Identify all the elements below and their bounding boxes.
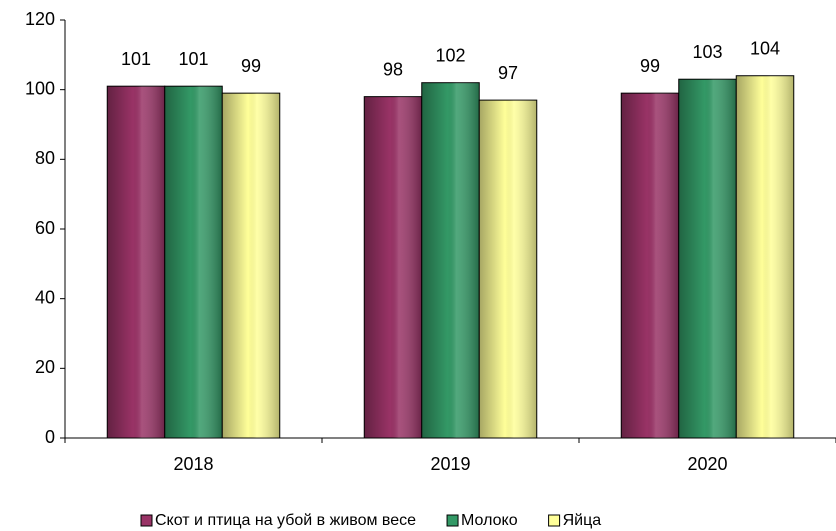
- legend-swatch: [446, 514, 459, 527]
- data-label: 104: [750, 38, 780, 58]
- legend: Скот и птица на убой в живом весе Молоко Я…: [140, 512, 602, 529]
- data-label: 98: [383, 59, 403, 79]
- data-label: 103: [692, 42, 722, 62]
- bar-shade: [479, 100, 537, 438]
- y-tick-label: 60: [35, 218, 55, 238]
- bar-shade: [222, 93, 280, 439]
- y-tick-label: 20: [35, 357, 55, 377]
- data-label: 101: [178, 49, 208, 69]
- data-label: 99: [640, 56, 660, 76]
- x-tick-label: 2019: [430, 454, 470, 474]
- legend-label: Скот и птица на убой в живом весе: [155, 512, 416, 529]
- bar-shade: [621, 93, 679, 439]
- bar-shade: [421, 82, 480, 438]
- legend-swatch: [140, 514, 153, 527]
- data-label: 99: [241, 56, 261, 76]
- y-tick-label: 80: [35, 148, 55, 168]
- legend-swatch: [548, 514, 561, 527]
- x-tick-label: 2018: [173, 454, 213, 474]
- data-label: 102: [435, 45, 465, 65]
- legend-label: Молоко: [461, 512, 518, 529]
- y-tick-label: 40: [35, 287, 55, 307]
- bar-shade: [364, 96, 422, 438]
- y-tick-label: 120: [25, 9, 55, 29]
- bar-shade: [678, 79, 737, 438]
- bar-shade: [107, 86, 165, 438]
- data-label: 101: [121, 49, 151, 69]
- data-label: 97: [498, 63, 518, 83]
- x-tick-label: 2020: [687, 454, 727, 474]
- y-tick-label: 0: [45, 427, 55, 447]
- y-tick-label: 100: [25, 78, 55, 98]
- bar-shade: [164, 86, 223, 438]
- legend-label: Яйца: [563, 512, 602, 529]
- bar-shade: [736, 75, 794, 438]
